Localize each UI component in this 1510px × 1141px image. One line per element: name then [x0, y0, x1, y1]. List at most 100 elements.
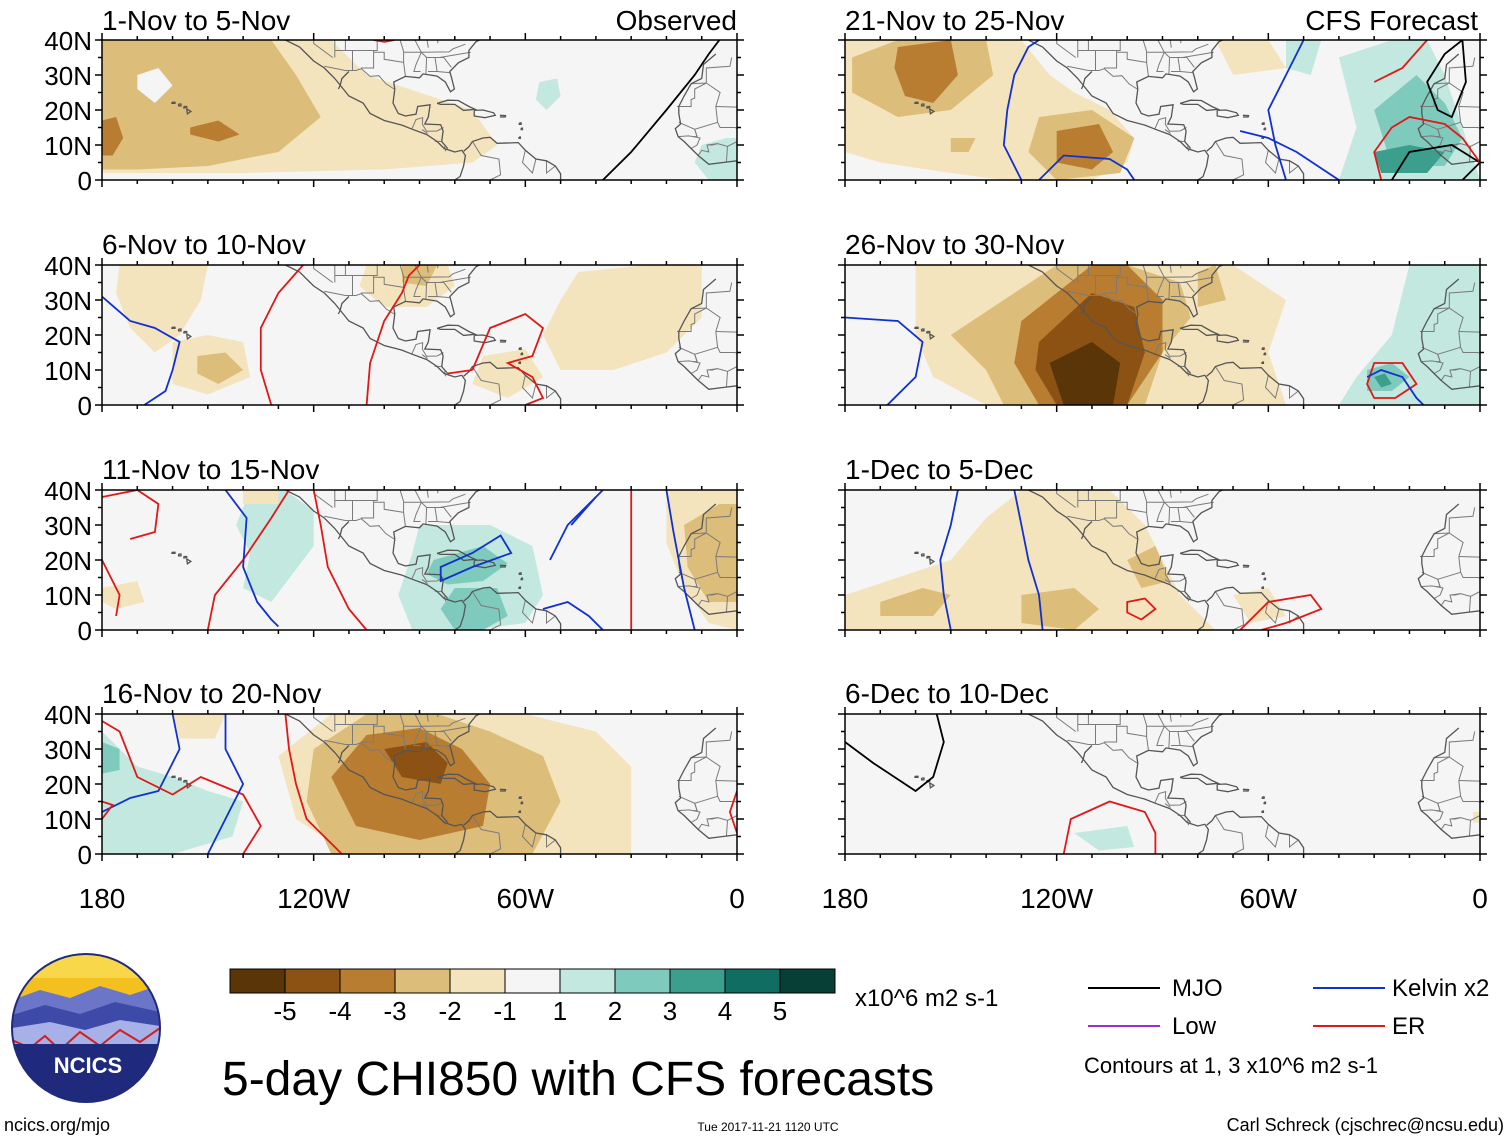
border-line	[717, 796, 737, 804]
coastline	[920, 777, 925, 781]
coastline	[520, 352, 524, 356]
border-line	[1470, 815, 1480, 821]
border-line	[1289, 834, 1299, 849]
coastline	[1179, 324, 1221, 337]
border-line	[1421, 346, 1441, 362]
colorbar-swatch	[394, 968, 451, 994]
border-line	[1434, 82, 1450, 85]
er-contour	[728, 790, 737, 834]
coastline	[920, 103, 925, 107]
coastline	[674, 503, 737, 615]
border-line	[546, 610, 556, 625]
coastline	[1028, 265, 1210, 405]
border-line	[546, 385, 556, 400]
border-line	[1116, 714, 1121, 725]
border-line	[1164, 803, 1171, 808]
border-line	[313, 714, 333, 732]
colorbar: -5 -4 -3 -2 -1 1 2 3 4 5	[229, 968, 836, 1026]
coastline	[929, 558, 936, 566]
border-line	[1157, 40, 1165, 53]
border-line	[521, 824, 537, 849]
border-line	[1180, 296, 1193, 299]
coastline	[1261, 572, 1265, 575]
border-line	[421, 43, 466, 53]
border-line	[1420, 756, 1450, 781]
legend-low-label: Low	[1172, 1013, 1217, 1040]
coastline	[285, 40, 467, 180]
kel-contour	[206, 714, 245, 854]
border-line	[678, 571, 698, 587]
panel-title-2: 6-Nov to 10-Nov	[102, 229, 306, 260]
border-line	[715, 331, 737, 333]
border-line	[1180, 745, 1193, 748]
coastline	[1135, 313, 1192, 374]
coastline	[463, 136, 562, 180]
coastline	[1206, 586, 1305, 630]
colorbar-label: -2	[438, 996, 461, 1026]
border-line	[1460, 796, 1480, 804]
border-line	[1146, 512, 1149, 527]
coastline	[392, 538, 449, 599]
er-contour	[1373, 116, 1480, 180]
coastline	[183, 105, 188, 109]
coastline	[1263, 801, 1267, 805]
border-line	[421, 124, 444, 132]
y-tick-label: 10N	[44, 805, 92, 835]
y-tick-label: 20N	[44, 321, 92, 351]
border-line	[421, 349, 444, 357]
y-tick-label: 30N	[44, 61, 92, 91]
coastline	[1179, 549, 1221, 562]
coastline	[914, 326, 919, 330]
coastline	[337, 296, 350, 315]
border-line	[426, 265, 429, 273]
border-line	[373, 490, 378, 501]
border-line	[373, 51, 404, 63]
shading-region	[440, 588, 508, 630]
border-line	[1421, 571, 1441, 587]
border-line	[1289, 385, 1299, 400]
border-line	[421, 717, 466, 727]
border-line	[1448, 507, 1476, 533]
border-line	[435, 507, 452, 518]
y-tick-label: 20N	[44, 546, 92, 576]
coastline	[1206, 136, 1305, 180]
kel-contour	[224, 490, 280, 628]
border-line	[439, 51, 471, 58]
colorbar-swatch	[779, 968, 836, 994]
border-line	[1214, 591, 1245, 630]
border-line	[1214, 141, 1245, 180]
coastline	[436, 99, 478, 112]
border-line	[691, 307, 707, 310]
border-line	[421, 798, 444, 806]
border-line	[471, 591, 502, 630]
kel-contour	[939, 490, 959, 630]
kel-contour	[665, 490, 696, 630]
border-line	[334, 265, 336, 283]
y-tick-label: 40N	[44, 476, 92, 506]
border-line	[521, 600, 537, 625]
x-tick-label: 0	[1472, 883, 1488, 914]
border-line	[414, 40, 422, 53]
border-line	[705, 731, 733, 757]
border-line	[1470, 141, 1480, 147]
coastline	[1261, 796, 1265, 799]
border-line	[334, 40, 346, 51]
coastline	[518, 572, 522, 575]
coastline	[1261, 586, 1265, 589]
border-line	[690, 361, 701, 374]
y-tick-label: 10N	[44, 581, 92, 611]
shading-region	[543, 265, 702, 370]
kel-contour	[1038, 154, 1136, 180]
border-line	[1077, 40, 1079, 58]
border-line	[727, 366, 737, 372]
colorbar-swatch	[559, 968, 616, 994]
border-line	[403, 51, 423, 72]
border-line	[1164, 493, 1209, 503]
mjo-contour	[1391, 144, 1480, 180]
border-line	[677, 756, 707, 781]
coastline	[183, 779, 188, 783]
shading-region	[880, 588, 951, 616]
border-line	[471, 815, 502, 854]
border-line	[1169, 40, 1172, 48]
x-tick-label: 120W	[277, 883, 351, 914]
